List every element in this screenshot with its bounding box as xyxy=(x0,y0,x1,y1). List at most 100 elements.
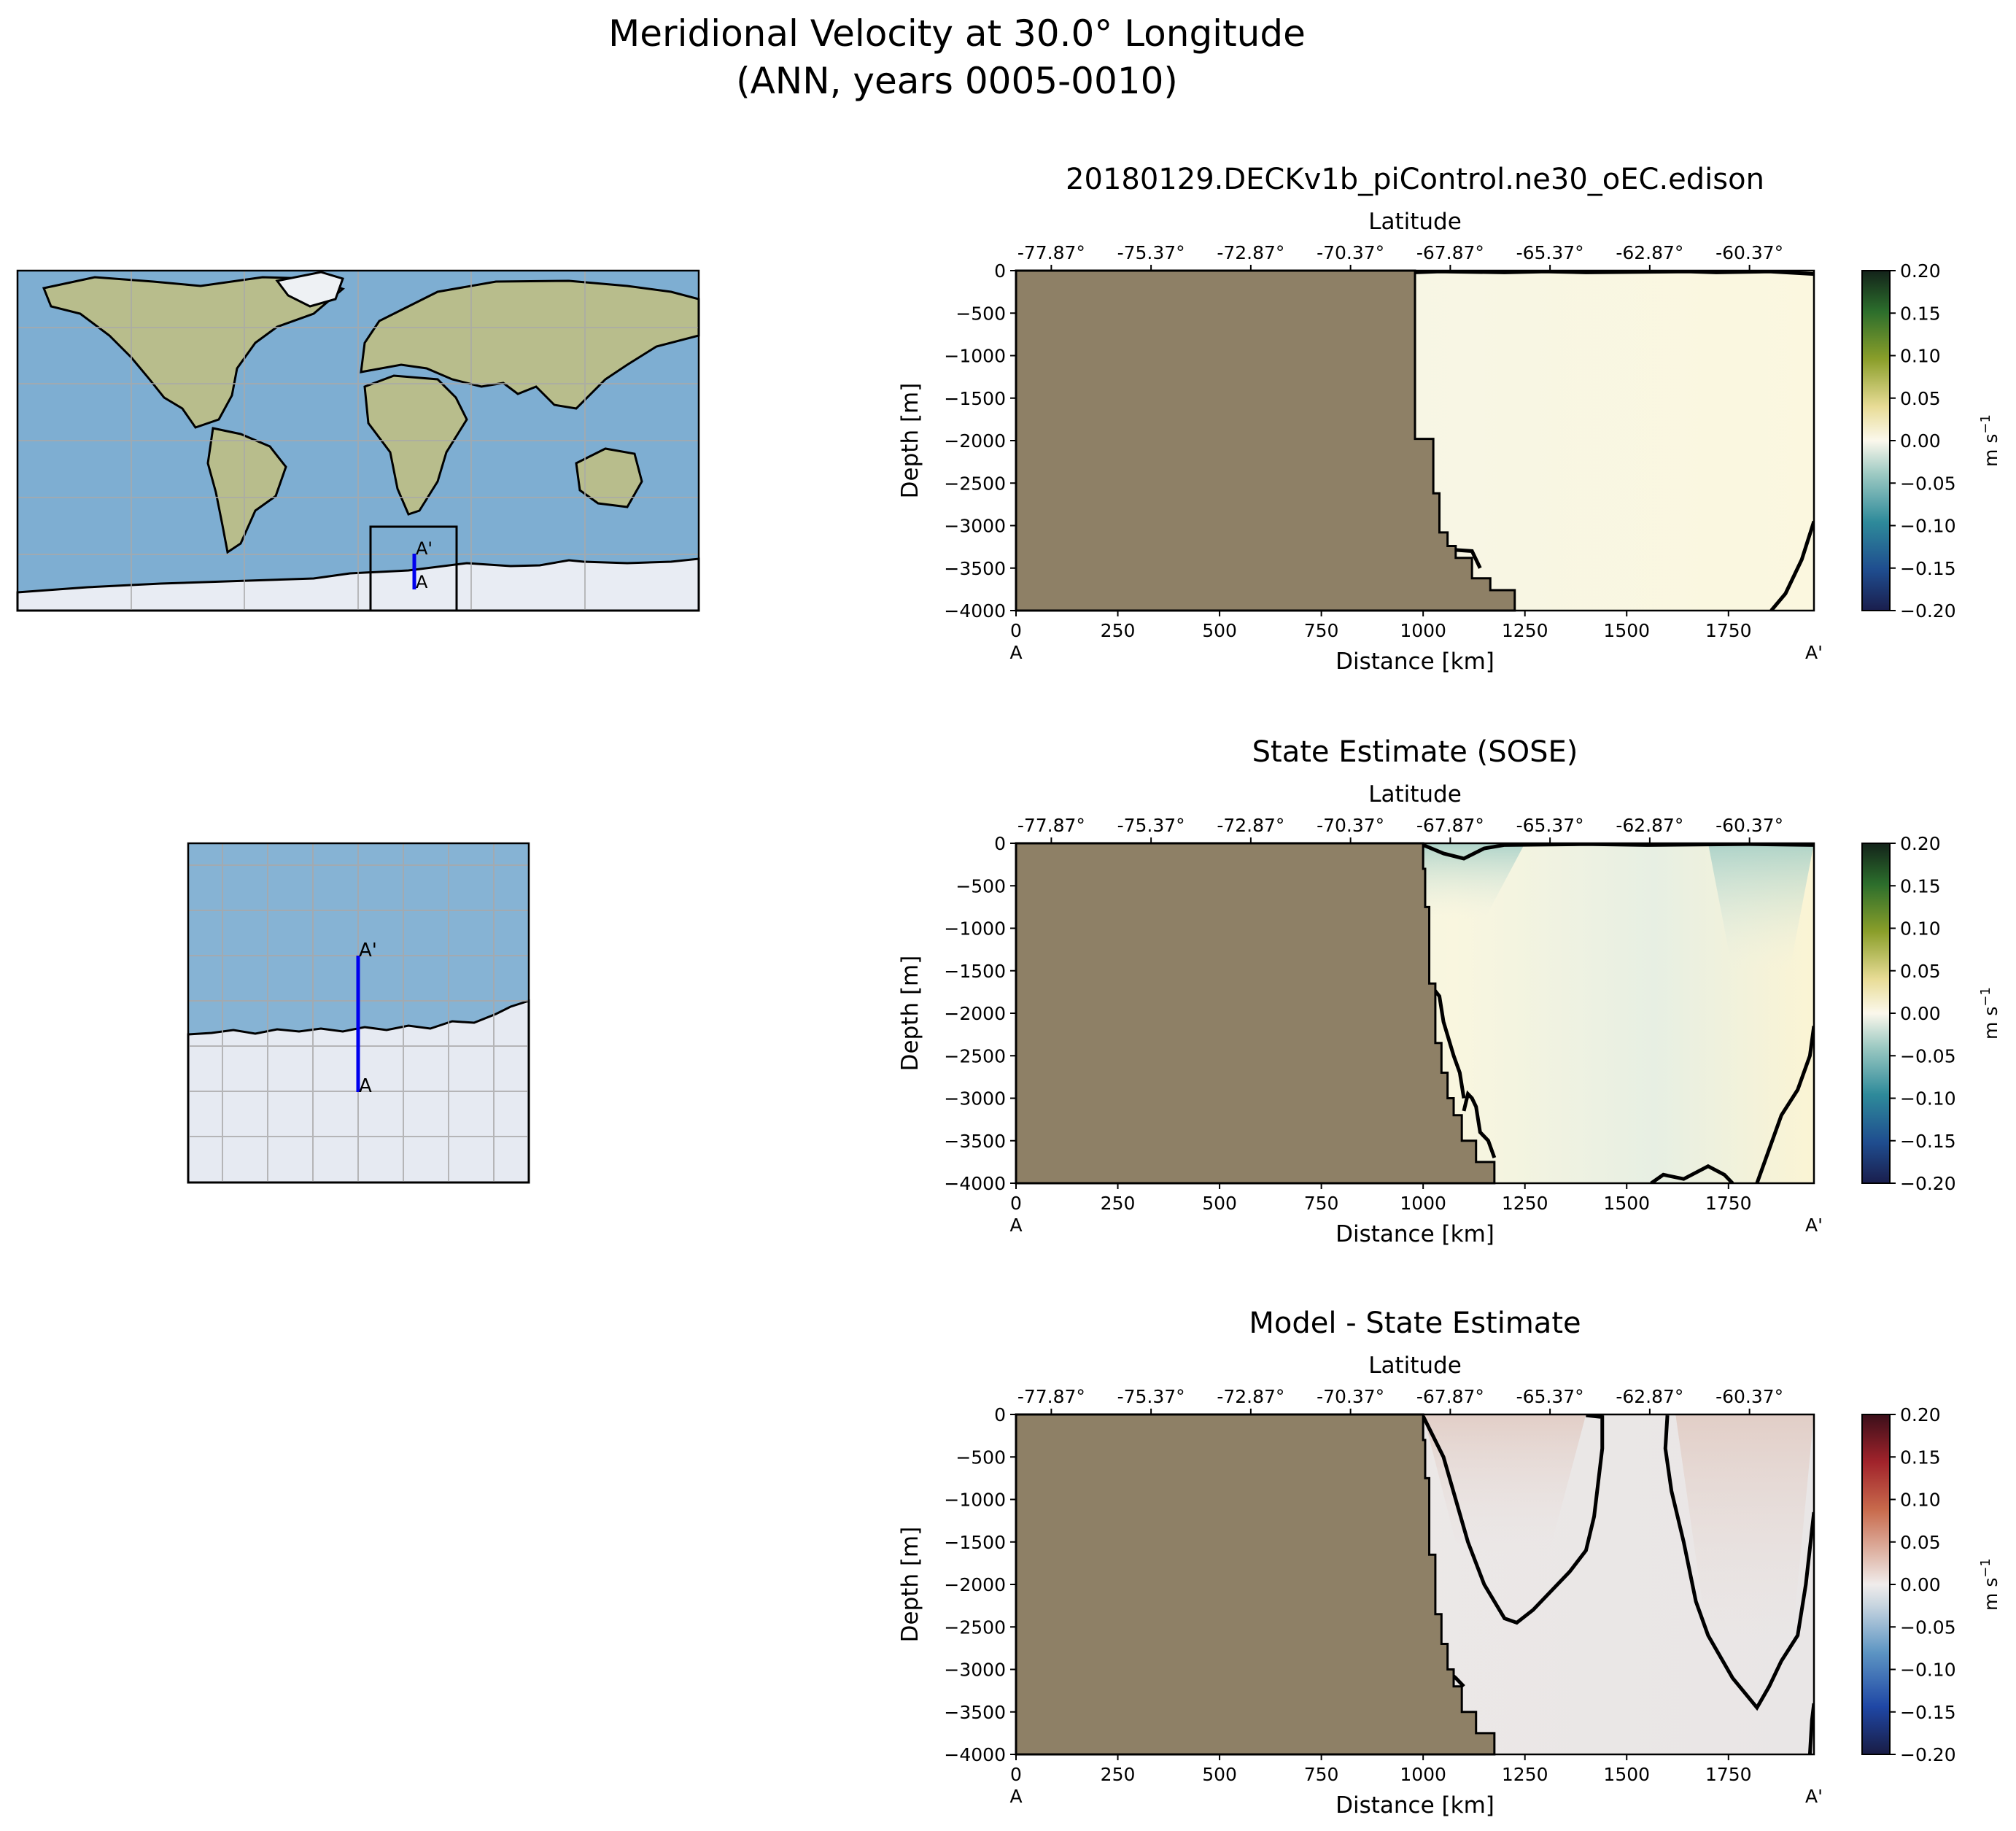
y-tick-label: −500 xyxy=(955,303,1006,324)
section-end-label: A' xyxy=(1805,1215,1823,1236)
greenland-land xyxy=(275,271,344,308)
colorbar-tick-label: −0.15 xyxy=(1900,1131,1956,1152)
x-tick-label: 750 xyxy=(1304,1764,1339,1785)
colorbar-label: m s−1 xyxy=(1978,1558,2001,1611)
colorbar-tick-label: 0.00 xyxy=(1900,1574,1941,1595)
latitude-tick-label: -72.87° xyxy=(1217,1386,1284,1407)
top-axis-label: Latitude xyxy=(1368,1352,1462,1379)
colorbar-tick-label: 0.05 xyxy=(1900,1532,1941,1553)
latitude-tick-label: -75.37° xyxy=(1117,815,1185,836)
global-map-frame xyxy=(16,269,700,612)
latitude-tick-label: -67.87° xyxy=(1416,242,1484,263)
colorbar-tick-label: −0.10 xyxy=(1900,516,1956,537)
x-tick-label: 0 xyxy=(1010,620,1022,641)
section-panel-1: 20180129.DECKv1b_piControl.ne30_oEC.edis… xyxy=(897,163,2001,675)
latitude-tick-label: -75.37° xyxy=(1117,1386,1185,1407)
section-start-label: A xyxy=(1009,1786,1022,1807)
y-tick-label: −4000 xyxy=(944,1173,1006,1194)
figure-title-line2: (ANN, years 0005-0010) xyxy=(736,60,1178,102)
x-tick-label: 750 xyxy=(1304,620,1339,641)
colorbar-label: m s−1 xyxy=(1978,414,2001,467)
global-map-label-end: A' xyxy=(416,538,433,559)
zero-contour xyxy=(1421,1414,1605,1625)
x-axis-label: Distance [km] xyxy=(1335,1221,1494,1247)
colorbar-tick-label: 0.10 xyxy=(1900,918,1941,940)
colorbar-gradient xyxy=(1861,270,1891,611)
latitude-tick-label: -77.87° xyxy=(1017,815,1085,836)
negative-flow-patch xyxy=(1423,843,1525,920)
y-tick-label: −3500 xyxy=(944,1131,1006,1152)
y-tick-label: −2000 xyxy=(944,430,1006,452)
section-panel-2: State Estimate (SOSE) Latitude -77.87° -75.… xyxy=(897,735,2001,1247)
zero-contour xyxy=(1663,1415,1814,1711)
y-tick-label: −2000 xyxy=(944,1003,1006,1024)
colorbar: 0.20 0.15 0.10 0.05 0.00 −0.05 −0.10 −0.15 −0.20… xyxy=(1861,833,2001,1194)
latitude-tick-label: -70.37° xyxy=(1317,242,1384,263)
global-map-gridlines xyxy=(18,271,699,611)
x-tick-label: 750 xyxy=(1304,1193,1339,1214)
positive-flow-patch xyxy=(1675,1414,1814,1670)
y-tick-label: −500 xyxy=(955,875,1006,897)
colorbar-tick-label: −0.20 xyxy=(1900,600,1956,622)
y-tick-label: −1500 xyxy=(944,961,1006,982)
colorbar-tick-label: −0.20 xyxy=(1900,1744,1956,1765)
zero-contour xyxy=(1422,843,1814,861)
zero-contour xyxy=(1462,1090,1497,1158)
australia-land xyxy=(575,447,643,508)
colorbar-tick-label: 0.10 xyxy=(1900,346,1941,367)
latitude-tick-label: -62.87° xyxy=(1616,1386,1683,1407)
y-tick-label: 0 xyxy=(994,833,1006,854)
x-tick-label: 1250 xyxy=(1502,1193,1548,1214)
top-axis-label: Latitude xyxy=(1368,781,1462,808)
zero-contour xyxy=(1755,1026,1814,1183)
colorbar-tick-label: −0.05 xyxy=(1900,1617,1956,1638)
africa-land xyxy=(363,374,468,516)
x-tick-label: 500 xyxy=(1202,620,1237,641)
zero-contours xyxy=(1422,843,1814,1183)
colorbar-label: m s−1 xyxy=(1978,987,2001,1040)
x-tick-label: 250 xyxy=(1101,1193,1136,1214)
x-tick-label: 1000 xyxy=(1400,620,1446,641)
x-tick-label: 1750 xyxy=(1705,1193,1752,1214)
colorbar-tick-label: 0.10 xyxy=(1900,1490,1941,1511)
colorbar-tick-label: 0.20 xyxy=(1900,1404,1941,1425)
latitude-tick-label: -65.37° xyxy=(1516,242,1584,263)
colorbar-gradient xyxy=(1861,1414,1891,1755)
x-tick-label: 0 xyxy=(1010,1193,1022,1214)
zero-contours xyxy=(1421,1414,1814,1754)
colorbar-unit: m s xyxy=(1980,434,2001,467)
y-tick-label: 0 xyxy=(994,1404,1006,1425)
colorbar-unit: m s xyxy=(1980,1578,2001,1611)
section-end-label: A' xyxy=(1805,642,1823,663)
y-tick-label: −2000 xyxy=(944,1574,1006,1595)
y-tick-label: −3000 xyxy=(944,1660,1006,1681)
colorbar-tick-label: −0.20 xyxy=(1900,1173,1956,1194)
section-start-label: A xyxy=(1009,642,1022,663)
latitude-tick-label: -67.87° xyxy=(1416,815,1484,836)
north-america-land xyxy=(42,276,345,429)
colorbar-tick-label: 0.20 xyxy=(1900,260,1941,282)
latitude-tick-label: -60.37° xyxy=(1715,1386,1783,1407)
section-end-label: A' xyxy=(1805,1786,1823,1807)
y-tick-label: −1500 xyxy=(944,1532,1006,1553)
y-tick-label: −4000 xyxy=(944,600,1006,622)
latitude-tick-label: -65.37° xyxy=(1516,1386,1584,1407)
zoom-map-label-start: A xyxy=(359,1075,372,1097)
zero-contour xyxy=(1414,271,1814,276)
y-tick-label: −4000 xyxy=(944,1744,1006,1765)
x-tick-label: 1250 xyxy=(1502,620,1548,641)
latitude-tick-label: -60.37° xyxy=(1715,242,1783,263)
zero-contour xyxy=(1427,982,1466,1099)
x-axis-label: Distance [km] xyxy=(1335,1792,1494,1819)
colorbar-unit-exponent: −1 xyxy=(1978,1558,1993,1578)
negative-flow-patch xyxy=(1707,843,1814,971)
colorbar-tick-label: 0.05 xyxy=(1900,961,1941,982)
latitude-tick-label: -70.37° xyxy=(1317,1386,1384,1407)
y-tick-label: −500 xyxy=(955,1447,1006,1468)
colorbar-tick-label: −0.15 xyxy=(1900,1702,1956,1723)
latitude-tick-label: -65.37° xyxy=(1516,815,1584,836)
y-tick-label: 0 xyxy=(994,260,1006,282)
x-tick-label: 1750 xyxy=(1705,620,1752,641)
latitude-tick-label: -72.87° xyxy=(1217,242,1284,263)
